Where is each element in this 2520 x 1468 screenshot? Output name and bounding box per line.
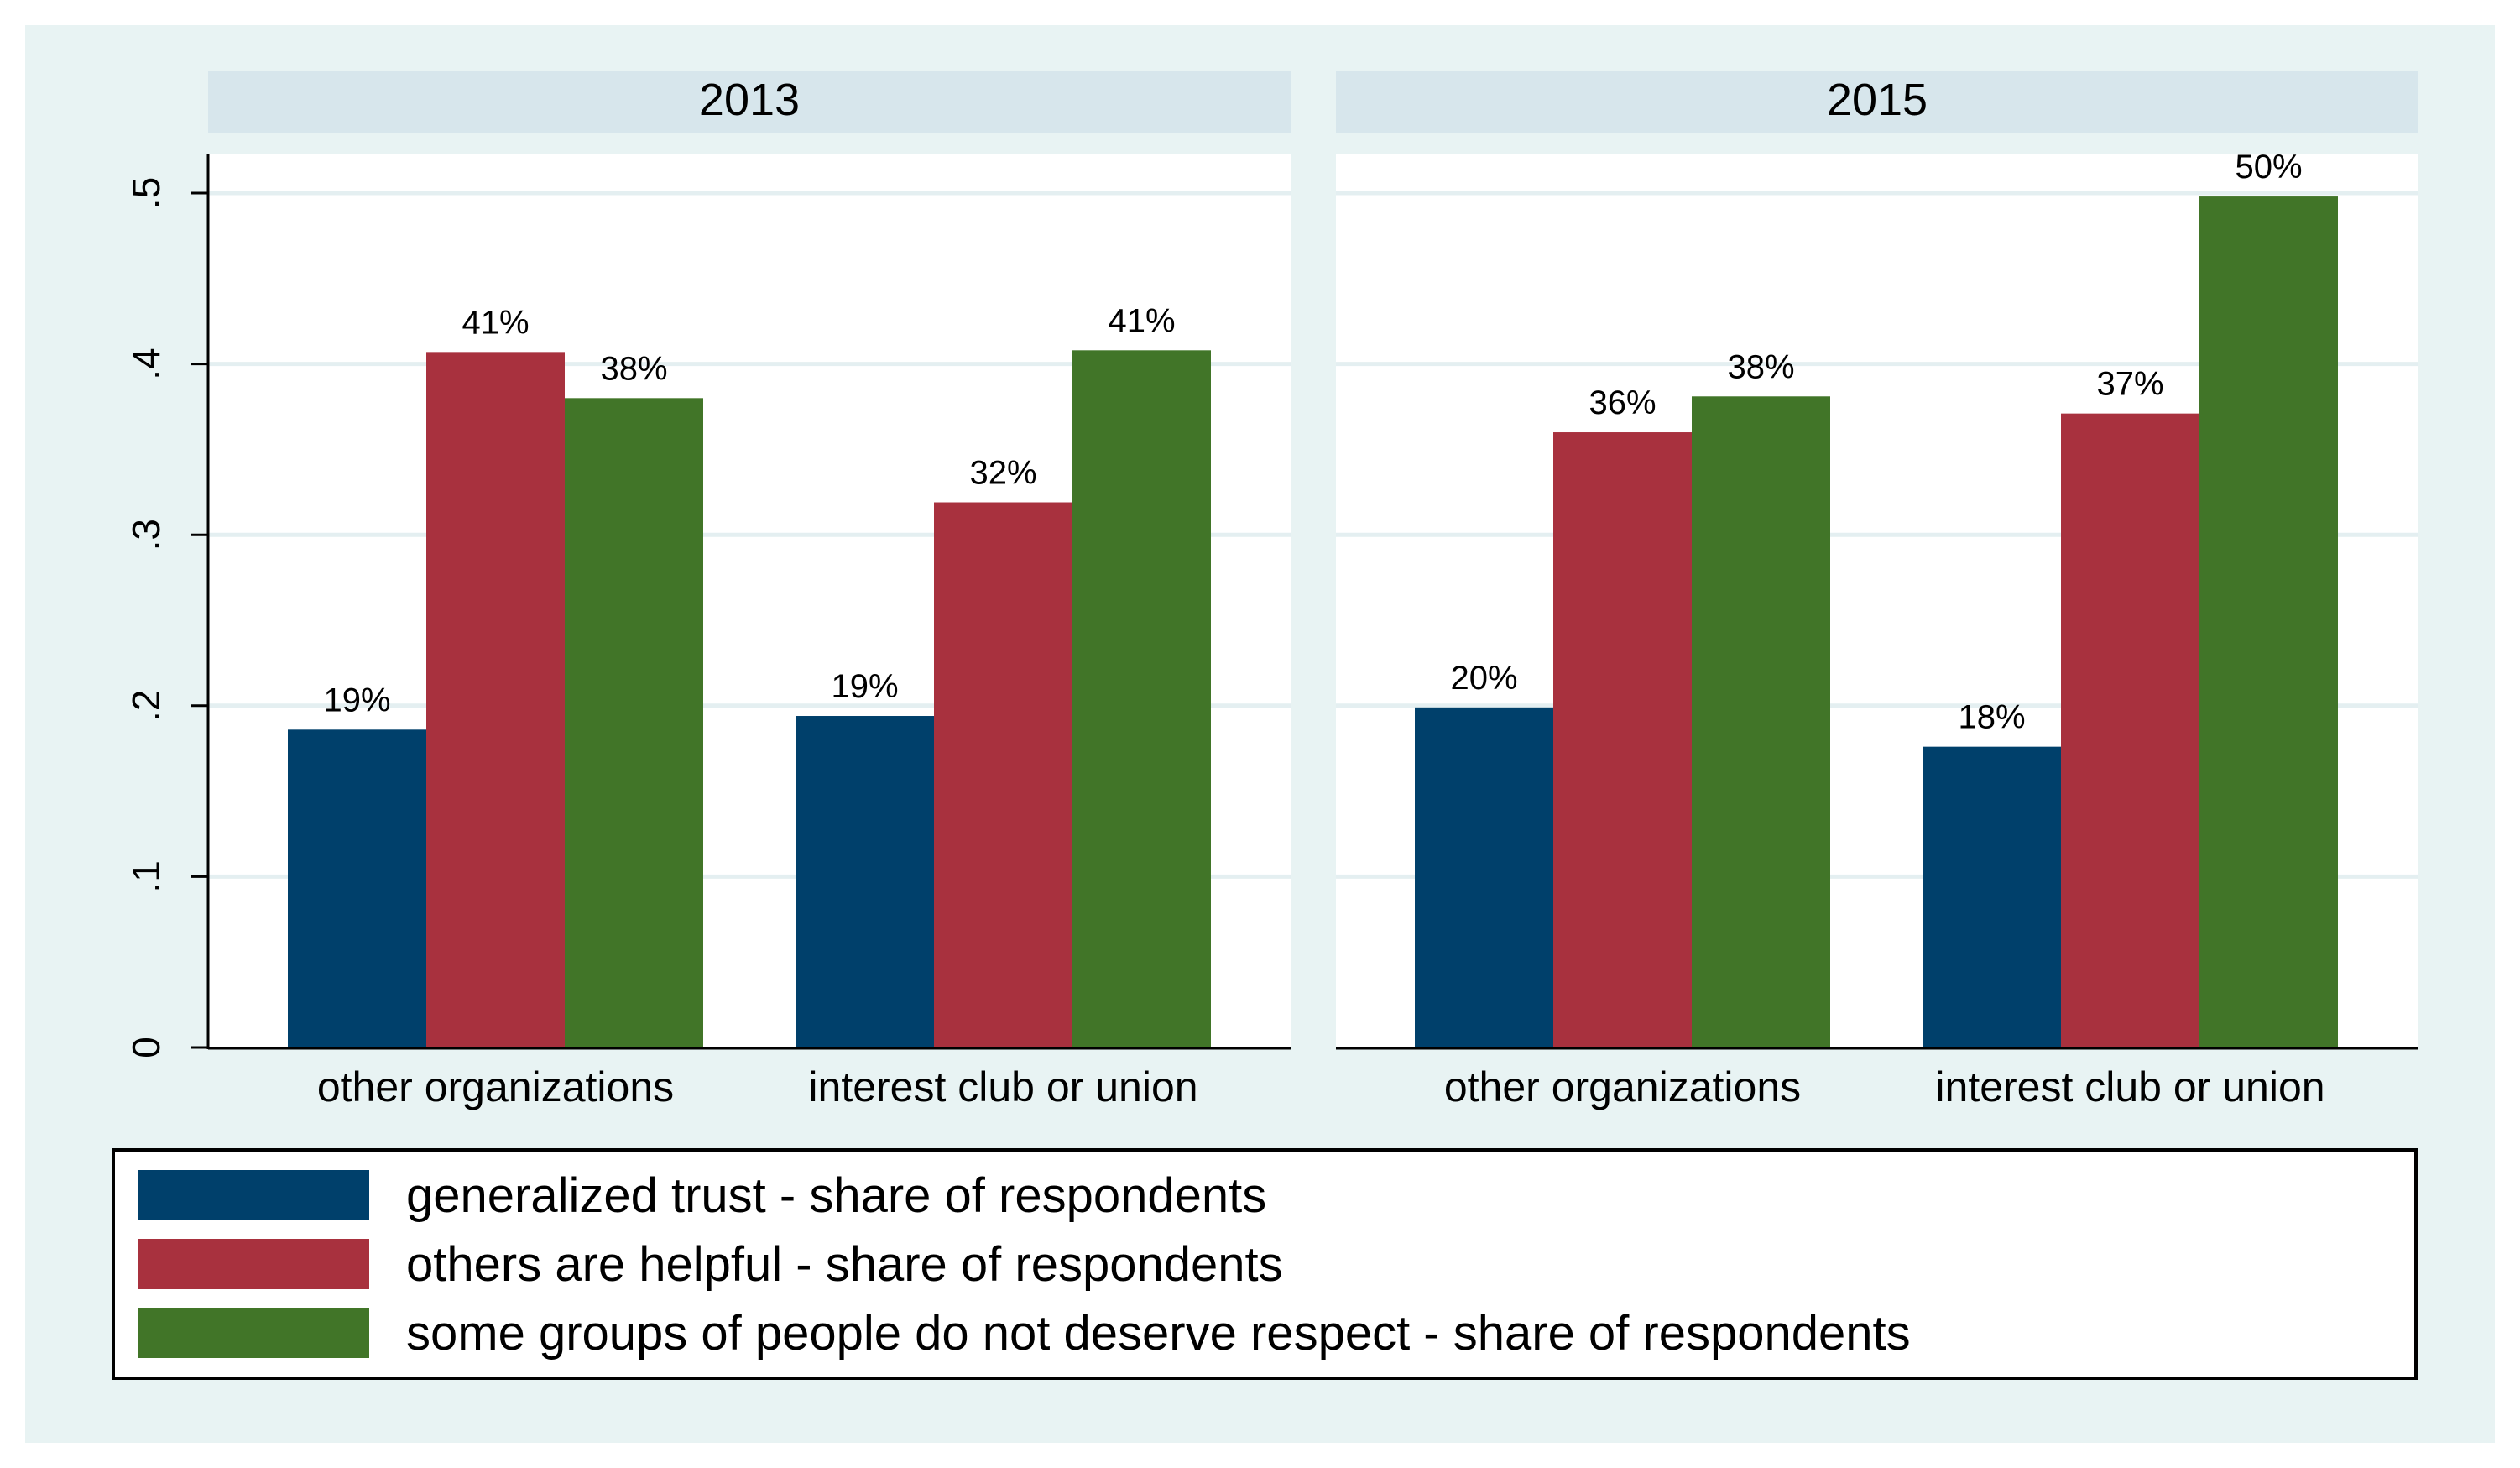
bar (1072, 350, 1211, 1047)
bar (426, 352, 565, 1047)
data-label: 36% (1589, 384, 1656, 421)
y-axis: 0 .1 .2 .3 .4 .5 (124, 154, 210, 1058)
bar (2199, 196, 2338, 1047)
x-category-label: interest club or union (808, 1063, 1197, 1110)
bar (565, 398, 703, 1047)
legend-swatch (138, 1308, 369, 1358)
y-tick-label: .1 (124, 860, 168, 892)
data-label: 20% (1450, 660, 1517, 697)
data-label: 18% (1958, 699, 2025, 736)
y-tick-label: .5 (124, 177, 168, 209)
data-label: 37% (2096, 366, 2163, 403)
panel-2013: 2013 19% 41% 38% other organizations 19% 32% 41… (208, 71, 1291, 1110)
y-tick-label: .2 (124, 690, 168, 722)
bar (934, 502, 1072, 1047)
data-label: 19% (831, 668, 898, 705)
legend-box (112, 1148, 2418, 1380)
legend-swatch (138, 1170, 369, 1220)
panel-header-strip (1336, 71, 2418, 133)
bar (1553, 432, 1692, 1047)
panel-header-strip (208, 71, 1291, 133)
legend-swatch (138, 1239, 369, 1289)
x-category-label: other organizations (317, 1063, 674, 1110)
data-label: 19% (323, 682, 390, 718)
panel-2015: 2015 20% 36% 38% other organizations 18% 37% 50… (1336, 71, 2418, 1110)
data-label: 41% (462, 304, 529, 341)
y-tick-label: .4 (124, 347, 168, 379)
bar (1415, 707, 1553, 1047)
y-tick-label: .3 (124, 519, 168, 551)
legend: generalized trust - share of respondents… (112, 1148, 2418, 1380)
legend-label: others are helpful - share of respondent… (406, 1237, 1283, 1292)
data-label: 32% (969, 455, 1036, 492)
bar (288, 729, 426, 1047)
data-label: 38% (600, 350, 667, 387)
x-category-label: interest club or union (1935, 1063, 2324, 1110)
x-category-label: other organizations (1444, 1063, 1801, 1110)
bar (796, 716, 934, 1047)
data-label: 41% (1108, 302, 1175, 339)
bar (1692, 396, 1830, 1047)
data-label: 50% (2235, 149, 2302, 185)
panel-title: 2015 (1827, 75, 1928, 125)
panel-title: 2013 (699, 75, 800, 125)
data-label: 38% (1727, 348, 1794, 385)
legend-label: generalized trust - share of respondents (406, 1168, 1266, 1223)
legend-label: some groups of people do not deserve res… (406, 1306, 1911, 1361)
y-tick-label: 0 (124, 1037, 168, 1058)
bar (1923, 746, 2061, 1047)
bar (2061, 413, 2199, 1047)
